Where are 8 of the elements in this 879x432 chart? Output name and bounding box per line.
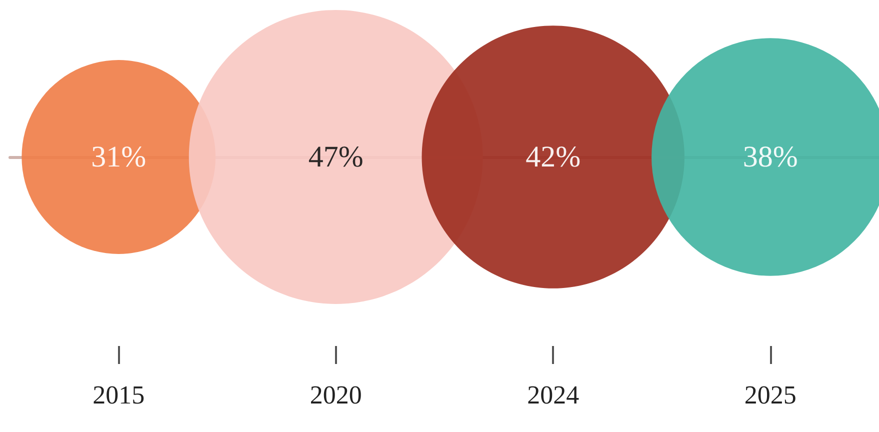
data-label: 42% [526, 140, 581, 174]
category-label: 2025 [744, 380, 796, 410]
data-label: 38% [742, 140, 798, 174]
category-label: 2024 [527, 380, 580, 410]
data-label: 47% [308, 140, 364, 174]
category-label: 2015 [92, 380, 145, 410]
category-label: 2020 [310, 380, 362, 410]
data-label: 31% [91, 140, 146, 174]
